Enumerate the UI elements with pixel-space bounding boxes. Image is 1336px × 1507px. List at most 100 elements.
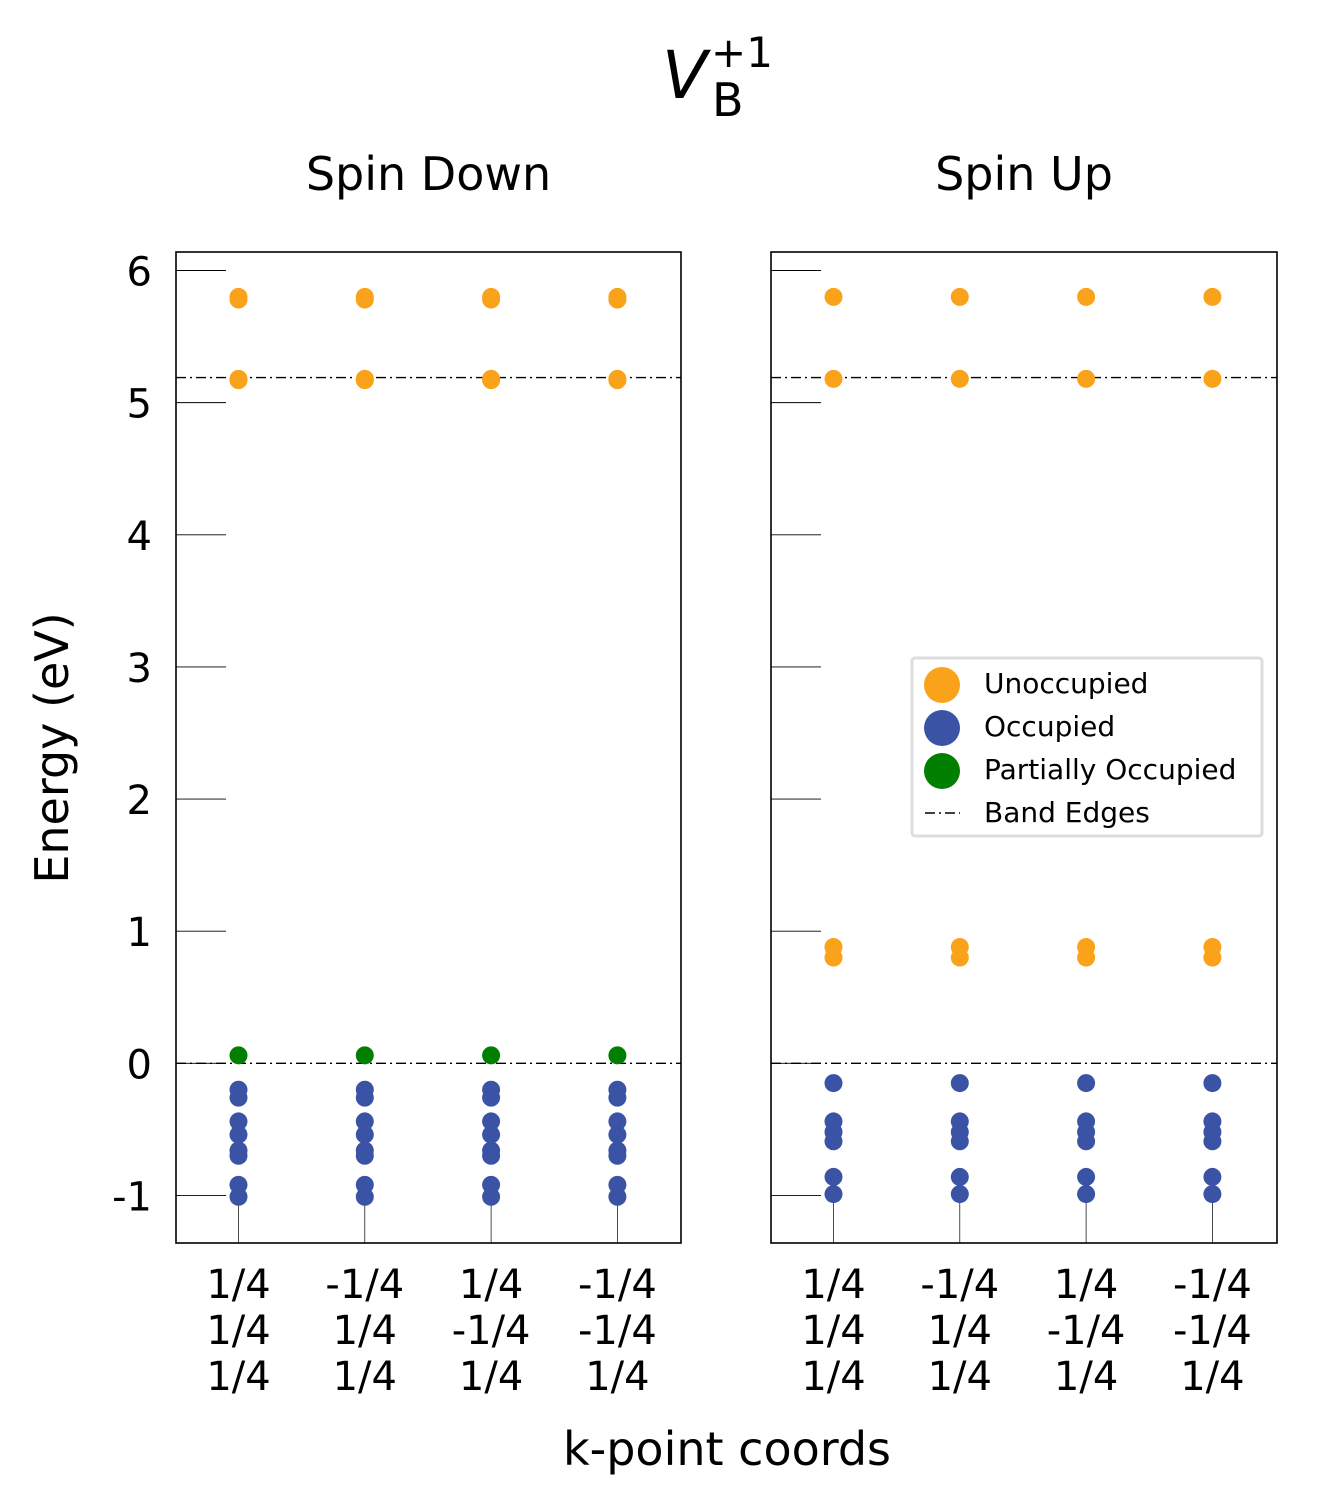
occupied-point	[355, 1088, 374, 1107]
y-tick-label: 1	[127, 910, 152, 956]
title-main: V	[662, 37, 711, 114]
partially-occupied-point	[355, 1046, 374, 1065]
occupied-point	[355, 1125, 374, 1144]
occupied-point	[1203, 1185, 1222, 1204]
unoccupied-point	[355, 290, 374, 309]
partially-occupied-point	[482, 1046, 501, 1065]
unoccupied-point	[482, 290, 501, 309]
occupied-point	[229, 1112, 248, 1131]
y-tick-label: 5	[127, 382, 152, 428]
occupied-point	[608, 1146, 627, 1165]
occupied-point	[229, 1187, 248, 1206]
title-subscript: B	[712, 73, 744, 127]
x-tick-label: 1/4	[585, 1354, 649, 1400]
occupied-point	[482, 1187, 501, 1206]
occupied-point	[608, 1187, 627, 1206]
occupied-point	[229, 1125, 248, 1144]
unoccupied-point	[1203, 369, 1222, 388]
x-tick-label: 1/4	[1180, 1354, 1244, 1400]
unoccupied-point	[950, 948, 969, 967]
x-tick-label: 1/4	[928, 1308, 992, 1354]
x-tick-label: 1/4	[333, 1308, 397, 1354]
unoccupied-point	[1077, 369, 1096, 388]
x-tick-label: -1/4	[452, 1308, 531, 1354]
occupied-point	[950, 1167, 969, 1186]
x-tick-label: -1/4	[1047, 1308, 1126, 1354]
unoccupied-point	[824, 948, 843, 967]
occupied-point	[824, 1074, 843, 1093]
y-tick-label: 4	[127, 514, 152, 560]
occupied-point	[1203, 1074, 1222, 1093]
x-tick-label: 1/4	[459, 1354, 523, 1400]
occupied-point	[1077, 1167, 1096, 1186]
figure-title: V +1 B	[662, 28, 773, 127]
partially-occupied-point	[608, 1046, 627, 1065]
unoccupied-point	[824, 369, 843, 388]
plot-frame	[770, 251, 1278, 1244]
occupied-point	[608, 1088, 627, 1107]
occupied-point	[1077, 1132, 1096, 1151]
panel-title: Spin Up	[935, 147, 1113, 201]
y-tick-label: 3	[127, 646, 152, 692]
y-tick-label: -1	[112, 1174, 152, 1220]
x-tick-label: 1/4	[801, 1262, 865, 1308]
x-tick-label: 1/4	[206, 1354, 270, 1400]
occupied-point	[608, 1125, 627, 1144]
y-tick-label: 2	[127, 778, 152, 824]
unoccupied-point	[608, 290, 627, 309]
panel-spin-down: Spin Down-101234561/41/41/4-1/41/41/41/4…	[112, 147, 682, 1400]
legend-marker	[924, 667, 960, 703]
unoccupied-point	[1203, 287, 1222, 306]
title-superscript: +1	[711, 28, 773, 77]
x-tick-label: 1/4	[1054, 1262, 1118, 1308]
x-tick-label: 1/4	[801, 1354, 865, 1400]
occupied-point	[355, 1112, 374, 1131]
unoccupied-point	[1077, 948, 1096, 967]
occupied-point	[355, 1187, 374, 1206]
occupied-point	[950, 1074, 969, 1093]
legend-marker	[924, 710, 960, 746]
legend-marker	[924, 753, 960, 789]
x-tick-label: 1/4	[459, 1262, 523, 1308]
unoccupied-point	[229, 290, 248, 309]
legend-label: Unoccupied	[984, 667, 1148, 700]
occupied-point	[824, 1132, 843, 1151]
y-tick-label: 0	[127, 1042, 152, 1088]
unoccupied-point	[355, 371, 374, 390]
x-tick-label: -1/4	[325, 1262, 404, 1308]
legend-frame	[910, 656, 1264, 838]
x-tick-label: 1/4	[206, 1308, 270, 1354]
occupied-point	[1077, 1185, 1096, 1204]
occupied-point	[608, 1112, 627, 1131]
unoccupied-point	[824, 287, 843, 306]
occupied-point	[482, 1112, 501, 1131]
occupied-point	[1203, 1132, 1222, 1151]
legend-label: Occupied	[984, 710, 1115, 743]
occupied-point	[482, 1125, 501, 1144]
y-tick-label: 6	[127, 249, 152, 295]
occupied-point	[824, 1185, 843, 1204]
occupied-point	[355, 1146, 374, 1165]
occupied-point	[482, 1146, 501, 1165]
x-tick-label: -1/4	[578, 1262, 657, 1308]
x-tick-label: 1/4	[928, 1354, 992, 1400]
legend-label: Band Edges	[984, 796, 1150, 829]
x-tick-label: -1/4	[1173, 1308, 1252, 1354]
occupied-point	[824, 1167, 843, 1186]
plot-frame	[175, 251, 682, 1244]
x-tick-label: 1/4	[1054, 1354, 1118, 1400]
y-axis-label: Energy (eV)	[25, 612, 79, 883]
occupied-point	[950, 1132, 969, 1151]
occupied-point	[229, 1088, 248, 1107]
panel-title: Spin Down	[306, 147, 551, 201]
occupied-point	[1203, 1167, 1222, 1186]
unoccupied-point	[950, 287, 969, 306]
legend: Unoccupied Occupied Partially Occupied Band…	[910, 656, 1264, 838]
x-tick-label: -1/4	[578, 1308, 657, 1354]
unoccupied-point	[608, 371, 627, 390]
x-tick-label: 1/4	[206, 1262, 270, 1308]
unoccupied-point	[229, 371, 248, 390]
panel-spin-up: Spin Up1/41/41/4-1/41/41/41/4-1/41/4-1/4…	[770, 147, 1278, 1400]
unoccupied-point	[482, 371, 501, 390]
occupied-point	[950, 1185, 969, 1204]
